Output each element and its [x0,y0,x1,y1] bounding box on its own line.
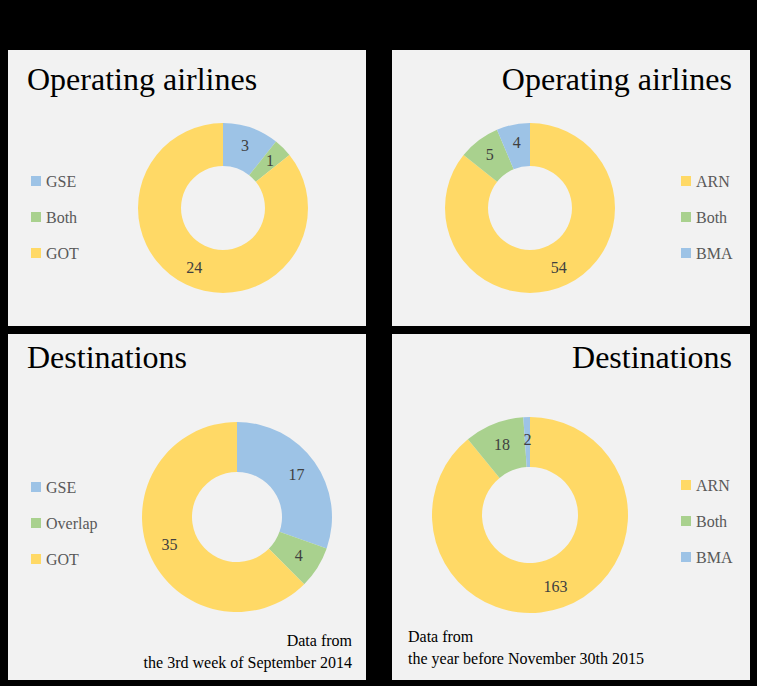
svg-text:Destinations: Destinations [27,339,187,375]
svg-text:GSE: GSE [46,479,76,496]
svg-text:4: 4 [295,547,303,564]
svg-text:ARN: ARN [696,173,730,190]
svg-text:35: 35 [162,536,178,553]
svg-text:the year before November 30th: the year before November 30th 2015 [408,650,644,668]
svg-text:Operating airlines: Operating airlines [502,61,732,97]
svg-text:2: 2 [523,431,531,448]
svg-text:163: 163 [544,578,568,595]
svg-text:Destinations: Destinations [572,339,732,375]
svg-text:5: 5 [486,146,494,163]
svg-text:1: 1 [266,152,274,169]
svg-text:GSE: GSE [46,173,76,190]
svg-text:Data from: Data from [408,628,474,645]
svg-text:3: 3 [241,137,249,154]
svg-text:Overlap: Overlap [46,515,98,533]
svg-text:GOT: GOT [46,245,79,262]
svg-text:GOT: GOT [46,551,79,568]
svg-text:24: 24 [186,259,202,276]
svg-text:BMA: BMA [696,245,733,262]
svg-text:54: 54 [551,259,567,276]
svg-text:the 3rd week of September 2014: the 3rd week of September 2014 [144,654,352,672]
svg-text:Both: Both [46,209,77,226]
svg-text:18: 18 [494,436,510,453]
svg-text:ARN: ARN [696,477,730,494]
svg-text:Operating airlines: Operating airlines [27,61,257,97]
svg-text:4: 4 [513,134,521,151]
svg-text:BMA: BMA [696,549,733,566]
svg-text:Both: Both [696,209,727,226]
svg-text:Data from: Data from [287,632,353,649]
svg-text:17: 17 [289,466,305,483]
svg-text:Both: Both [696,513,727,530]
